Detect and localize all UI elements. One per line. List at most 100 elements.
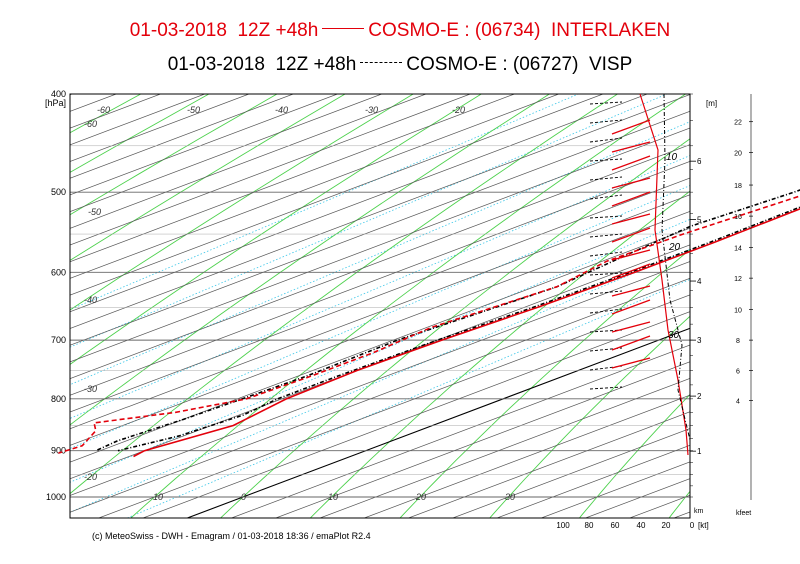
footer-credit: (c) MeteoSwiss - DWH - Emagram / 01-03-2… xyxy=(92,531,371,541)
kfeet-tick-label: 18 xyxy=(734,183,742,190)
visp-wind-arrow xyxy=(589,386,623,390)
isotherm-line xyxy=(70,144,690,379)
interlaken-wind-arrow xyxy=(611,321,651,333)
pressure-tick-label: 900 xyxy=(51,446,66,456)
height-m-label: [m] xyxy=(706,99,717,108)
isotherm-line xyxy=(452,428,690,518)
isotherm-line xyxy=(70,227,690,463)
interlaken-wind-arrow xyxy=(611,249,651,261)
kfeet-tick-label: 4 xyxy=(736,399,740,406)
isotherm-line xyxy=(70,94,382,212)
isotherm-line xyxy=(231,344,690,518)
isotherm-line xyxy=(70,94,559,279)
kfeet-tick-label: 16 xyxy=(734,214,742,221)
isotherm-label: -60 xyxy=(97,105,110,115)
kfeet-tick-label: 8 xyxy=(736,338,740,345)
mixing-ratio-line xyxy=(70,185,690,449)
interlaken-wind-arrow xyxy=(611,213,651,225)
kfeet-tick-label: 6 xyxy=(736,368,740,375)
wind-speed-tick-label: 40 xyxy=(637,521,646,530)
isotherm-line xyxy=(70,94,338,196)
chart-title-visp: 01-03-2018 12Z +48h COSMO-E : (06727) VIS… xyxy=(0,54,800,76)
visp-wind-arrow xyxy=(589,290,623,295)
visp-wind-arrow xyxy=(589,101,623,105)
kfeet-tick-label: 12 xyxy=(734,276,742,283)
isotherm-line xyxy=(70,160,690,396)
interlaken-temperature-line xyxy=(133,208,800,458)
wind-speed-tick-label: 0 xyxy=(690,521,695,530)
height-m-tick-label: 4 xyxy=(697,277,702,286)
wind-speed-tick-label: 100 xyxy=(556,521,570,530)
interlaken-wind-arrow xyxy=(611,357,651,369)
isotherm-label: -30 xyxy=(365,105,378,115)
visp-wind-arrow xyxy=(589,233,623,238)
height-m-tick-label: 5 xyxy=(697,215,702,224)
title-visp-station: COSMO-E : (06727) VISP xyxy=(406,54,633,75)
visp-wind-arrow xyxy=(589,251,623,257)
mixing-ratio-line xyxy=(127,278,690,518)
dry-adiabat-line xyxy=(744,71,800,539)
dry-adiabat-line xyxy=(668,490,690,518)
isotherm-line xyxy=(70,94,294,179)
visp-wind-arrow xyxy=(589,158,623,162)
isotherm-label: -40 xyxy=(275,105,288,115)
mixing-ratio-line xyxy=(70,121,690,386)
isotherm-line xyxy=(718,94,800,518)
wind-speed-unit-label: [kt] xyxy=(698,521,709,530)
isotherm-label: -20 xyxy=(84,472,97,482)
pressure-tick-label: 800 xyxy=(51,394,66,404)
height-m-tick-label: 2 xyxy=(697,392,702,401)
dry-adiabat-line xyxy=(399,249,690,518)
isotherm-line xyxy=(70,94,648,313)
isotherm-line xyxy=(70,211,690,446)
pressure-tick-label: 400 xyxy=(51,89,66,99)
isotherm-label: 10 xyxy=(153,492,163,502)
interlaken-wind-arrow xyxy=(611,141,651,153)
isotherm-line xyxy=(319,378,690,518)
title-interlaken-station: COSMO-E : (06734) INTERLAKEN xyxy=(368,20,671,41)
interlaken-wind-arrow xyxy=(611,299,651,315)
dry-adiabat-line xyxy=(70,94,278,216)
mixing-ratio-line xyxy=(70,218,690,483)
interlaken-line-sample xyxy=(322,28,365,30)
isotherm-label: 30 xyxy=(505,492,515,502)
isotherm-label: -60 xyxy=(84,119,97,129)
dry-adiabat-line xyxy=(70,94,415,311)
dry-adiabat-line xyxy=(578,393,690,518)
mixing-ratio-line xyxy=(70,94,668,348)
kfeet-tick-label: 14 xyxy=(734,245,742,252)
isotherm-label: -40 xyxy=(84,295,97,305)
interlaken-dewpoint-line xyxy=(58,195,800,454)
kfeet-axis-label: kfeet xyxy=(736,510,751,517)
wind-speed-tick-label: 80 xyxy=(585,521,594,530)
height-m-tick-label: 1 xyxy=(697,447,702,456)
visp-wind-speed-line xyxy=(661,93,691,441)
wind-profile-label: 10 xyxy=(666,152,678,163)
isotherm-line xyxy=(70,194,690,430)
title-interlaken-run: 01-03-2018 12Z +48h xyxy=(129,20,319,41)
isotherm-line xyxy=(70,94,604,296)
pressure-tick-label: 600 xyxy=(51,267,66,277)
interlaken-wind-arrow xyxy=(611,155,651,171)
visp-wind-arrow xyxy=(589,272,623,276)
visp-wind-arrow xyxy=(589,119,623,124)
isotherm-label: -20 xyxy=(452,105,465,115)
isotherm-line xyxy=(275,361,690,518)
interlaken-wind-arrow xyxy=(611,335,651,351)
visp-line-sample xyxy=(360,62,403,64)
isotherm-line xyxy=(585,478,690,518)
zero-isotherm-line xyxy=(187,327,690,518)
title-visp-run: 01-03-2018 12Z +48h xyxy=(167,54,357,75)
isotherm-line xyxy=(70,177,690,413)
isotherm-label: -50 xyxy=(88,207,101,217)
mixing-ratio-line xyxy=(70,94,579,311)
height-m-tick-label: 3 xyxy=(697,336,702,345)
wind-speed-tick-label: 20 xyxy=(662,521,671,530)
interlaken-wind-arrow xyxy=(611,263,651,279)
visp-wind-arrow xyxy=(589,215,623,219)
plot-frame xyxy=(69,93,691,519)
pressure-tick-label: 500 xyxy=(51,187,66,197)
isotherm-label: 0 xyxy=(241,492,246,502)
interlaken-wind-arrow xyxy=(611,177,651,189)
